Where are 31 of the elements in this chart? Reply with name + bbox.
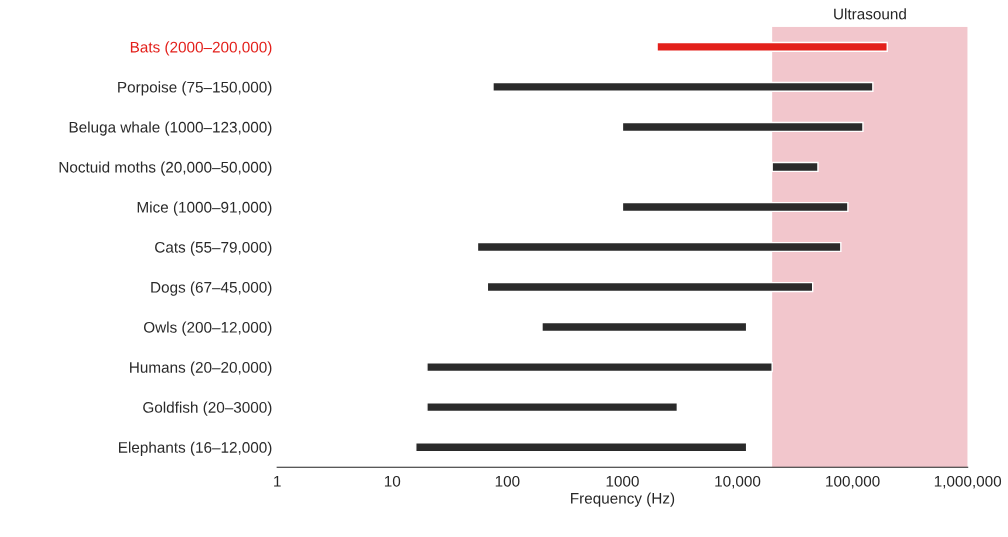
x-tick-label: 100,000 bbox=[826, 475, 880, 489]
x-axis-title: Frequency (Hz) bbox=[571, 492, 675, 507]
y-tick-label: Beluga whale (1000–123,000) bbox=[69, 121, 272, 136]
bar bbox=[476, 241, 842, 253]
y-tick-label: Goldfish (20–3000) bbox=[143, 401, 272, 416]
y-tick-label: Owls (200–12,000) bbox=[143, 321, 272, 336]
y-tick-label: Dogs (67–45,000) bbox=[151, 281, 272, 296]
x-tick-label: 1 bbox=[274, 476, 281, 487]
x-tick-label: 10 bbox=[384, 475, 401, 487]
bar bbox=[426, 362, 773, 373]
x-tick-label: 100 bbox=[495, 475, 520, 487]
x-tick-label: 1,000,000 bbox=[934, 475, 1002, 489]
y-tick-label: Cats (55–79,000) bbox=[155, 241, 272, 256]
bar bbox=[621, 201, 849, 213]
bar bbox=[486, 281, 814, 293]
bar bbox=[415, 442, 748, 453]
bar bbox=[656, 41, 888, 52]
bar bbox=[541, 321, 748, 333]
y-tick-label: Porpoise (75–150,000) bbox=[118, 81, 272, 96]
y-tick-label: Bats (2000–200,000) bbox=[130, 41, 272, 56]
y-tick-label: Mice (1000–91,000) bbox=[137, 201, 272, 216]
y-tick-label: Noctuid moths (20,000–50,000) bbox=[59, 161, 272, 176]
y-tick-label: Humans (20–20,000) bbox=[130, 361, 272, 376]
bar bbox=[426, 402, 679, 413]
y-tick-label: Elephants (16–12,000) bbox=[119, 441, 272, 456]
x-tick-label: 1000 bbox=[606, 475, 639, 487]
band-label: Ultrasound bbox=[834, 8, 906, 20]
bar bbox=[771, 161, 819, 173]
bar bbox=[492, 81, 874, 92]
x-tick-label: 10,000 bbox=[715, 475, 761, 489]
bar bbox=[621, 121, 864, 133]
